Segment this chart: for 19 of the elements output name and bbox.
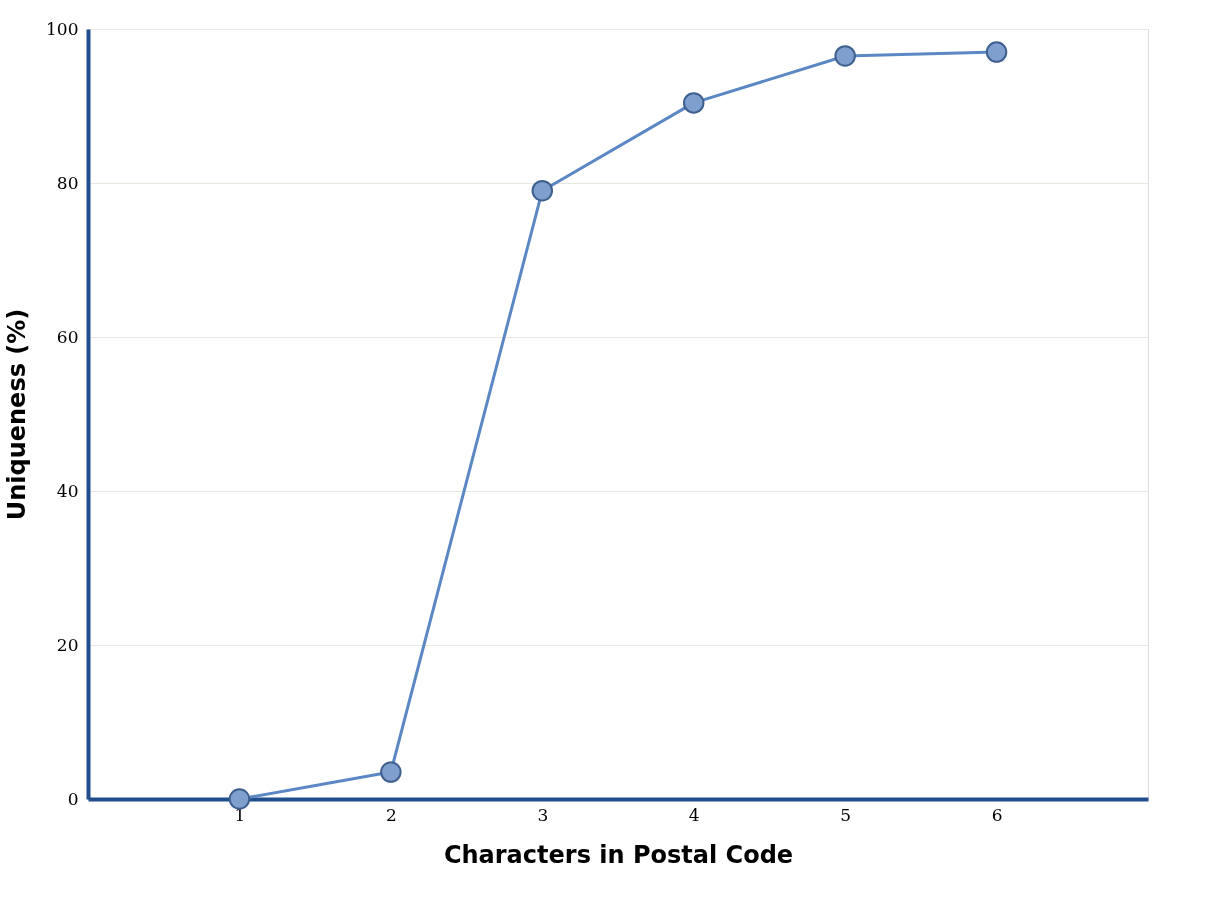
y-tick-label: 80 bbox=[56, 172, 79, 193]
y-axis-title: Uniqueness (%) bbox=[3, 308, 32, 521]
y-tick-label: 20 bbox=[56, 634, 79, 655]
y-tick-label: 40 bbox=[56, 480, 79, 501]
y-tick-label: 0 bbox=[67, 788, 79, 809]
x-tick-label: 3 bbox=[537, 804, 549, 825]
point bbox=[531, 179, 554, 202]
y-tick-label: 60 bbox=[56, 326, 79, 347]
x-tick-label: 5 bbox=[840, 804, 852, 825]
point bbox=[380, 761, 402, 783]
y-tick-label: 100 bbox=[46, 18, 79, 39]
point bbox=[682, 92, 705, 114]
point bbox=[985, 41, 1008, 63]
x-tick-label: 6 bbox=[991, 804, 1003, 825]
point bbox=[228, 788, 251, 810]
x-tick-label: 2 bbox=[385, 804, 397, 825]
x-axis-title: Characters in Postal Code bbox=[443, 840, 794, 869]
x-tick-label: 4 bbox=[688, 804, 700, 825]
point bbox=[834, 45, 856, 67]
